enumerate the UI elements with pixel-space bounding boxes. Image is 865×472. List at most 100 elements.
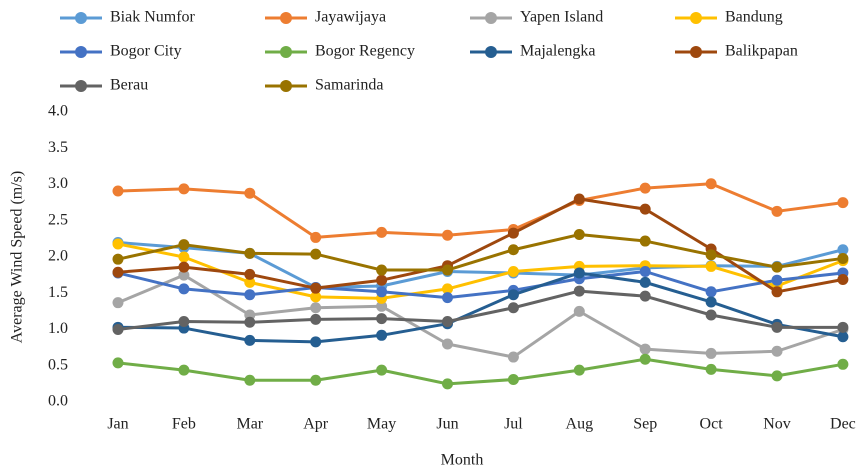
data-point bbox=[771, 286, 783, 298]
data-point bbox=[771, 274, 783, 286]
y-tick-label: 1.0 bbox=[48, 320, 68, 337]
data-point bbox=[573, 193, 585, 205]
legend-marker bbox=[280, 80, 292, 92]
data-point bbox=[771, 345, 783, 357]
legend-label: Yapen Island bbox=[520, 9, 603, 26]
data-point bbox=[112, 238, 124, 250]
data-point bbox=[705, 260, 717, 272]
legend-marker bbox=[280, 46, 292, 58]
legend-label: Bandung bbox=[725, 9, 783, 26]
legend-marker bbox=[690, 46, 702, 58]
data-point bbox=[178, 316, 190, 328]
data-point bbox=[442, 283, 453, 295]
data-point bbox=[573, 267, 585, 279]
data-point bbox=[837, 321, 849, 333]
legend-label: Bogor City bbox=[110, 43, 182, 60]
data-point bbox=[178, 261, 190, 273]
data-point bbox=[112, 324, 124, 335]
data-point bbox=[771, 261, 783, 273]
data-point bbox=[376, 300, 388, 312]
data-point bbox=[507, 351, 519, 363]
y-tick-label: 3.0 bbox=[48, 175, 68, 192]
legend-marker bbox=[485, 12, 497, 24]
data-point bbox=[705, 286, 717, 298]
data-point bbox=[178, 183, 190, 195]
data-point bbox=[573, 305, 585, 317]
data-point bbox=[507, 244, 519, 256]
data-point bbox=[376, 313, 388, 325]
data-point bbox=[244, 289, 256, 301]
data-point bbox=[705, 309, 717, 321]
data-point bbox=[837, 358, 849, 370]
x-tick-label: Nov bbox=[763, 416, 791, 433]
legend-marker bbox=[75, 80, 87, 92]
data-point bbox=[507, 289, 519, 301]
data-point bbox=[705, 347, 717, 359]
x-tick-label: Mar bbox=[236, 416, 263, 433]
x-tick-label: Oct bbox=[700, 416, 724, 433]
data-point bbox=[376, 274, 388, 286]
data-point bbox=[507, 266, 519, 277]
data-point bbox=[244, 268, 256, 280]
y-tick-label: 4.0 bbox=[48, 103, 68, 120]
data-point bbox=[244, 187, 256, 199]
y-tick-label: 2.0 bbox=[48, 248, 68, 265]
data-point bbox=[507, 374, 519, 386]
data-point bbox=[639, 235, 651, 247]
legend-label: Berau bbox=[110, 77, 148, 94]
data-point bbox=[705, 363, 717, 375]
data-point bbox=[178, 269, 190, 281]
legend-label: Biak Numfor bbox=[110, 9, 196, 26]
series-line bbox=[117, 270, 844, 300]
data-point bbox=[705, 178, 717, 190]
data-point bbox=[244, 276, 256, 288]
y-tick-label: 0.0 bbox=[48, 393, 68, 410]
data-point bbox=[244, 247, 256, 259]
data-point bbox=[376, 264, 388, 276]
data-point bbox=[639, 276, 651, 288]
data-point bbox=[310, 374, 322, 386]
data-point bbox=[771, 370, 783, 382]
x-tick-label: May bbox=[367, 416, 396, 433]
data-point bbox=[376, 226, 388, 238]
legend-marker bbox=[280, 12, 292, 24]
data-point bbox=[244, 316, 256, 328]
x-tick-label: Sep bbox=[633, 416, 657, 433]
y-axis-label: Average Wind Speed (m/s) bbox=[9, 171, 26, 344]
data-point bbox=[639, 290, 651, 302]
series-line bbox=[117, 182, 844, 239]
data-point bbox=[310, 248, 322, 260]
data-point bbox=[442, 264, 453, 276]
data-point bbox=[507, 227, 519, 239]
series-line bbox=[117, 357, 844, 386]
data-point bbox=[376, 286, 388, 298]
data-point bbox=[112, 185, 124, 197]
x-tick-label: Jan bbox=[107, 416, 128, 433]
data-point bbox=[310, 291, 322, 303]
data-point bbox=[639, 343, 651, 355]
data-point bbox=[178, 283, 190, 295]
data-point bbox=[310, 302, 322, 314]
data-point bbox=[442, 292, 453, 304]
x-tick-label: Jul bbox=[504, 416, 523, 433]
data-point bbox=[705, 249, 717, 261]
legend-label: Majalengka bbox=[520, 43, 596, 60]
data-point bbox=[573, 285, 585, 297]
series-line bbox=[117, 197, 844, 294]
data-point bbox=[771, 321, 783, 333]
series-line bbox=[117, 242, 844, 300]
data-point bbox=[442, 229, 453, 241]
y-tick-label: 0.5 bbox=[48, 356, 68, 373]
legend-label: Jayawijaya bbox=[315, 9, 386, 26]
data-point bbox=[837, 244, 849, 256]
legend-marker bbox=[690, 12, 702, 24]
x-tick-label: Jun bbox=[436, 416, 458, 433]
series-line bbox=[117, 273, 844, 359]
data-point bbox=[837, 273, 849, 285]
x-tick-label: Dec bbox=[830, 416, 856, 433]
data-point bbox=[178, 364, 190, 376]
legend-marker bbox=[485, 46, 497, 58]
data-point bbox=[376, 329, 388, 341]
